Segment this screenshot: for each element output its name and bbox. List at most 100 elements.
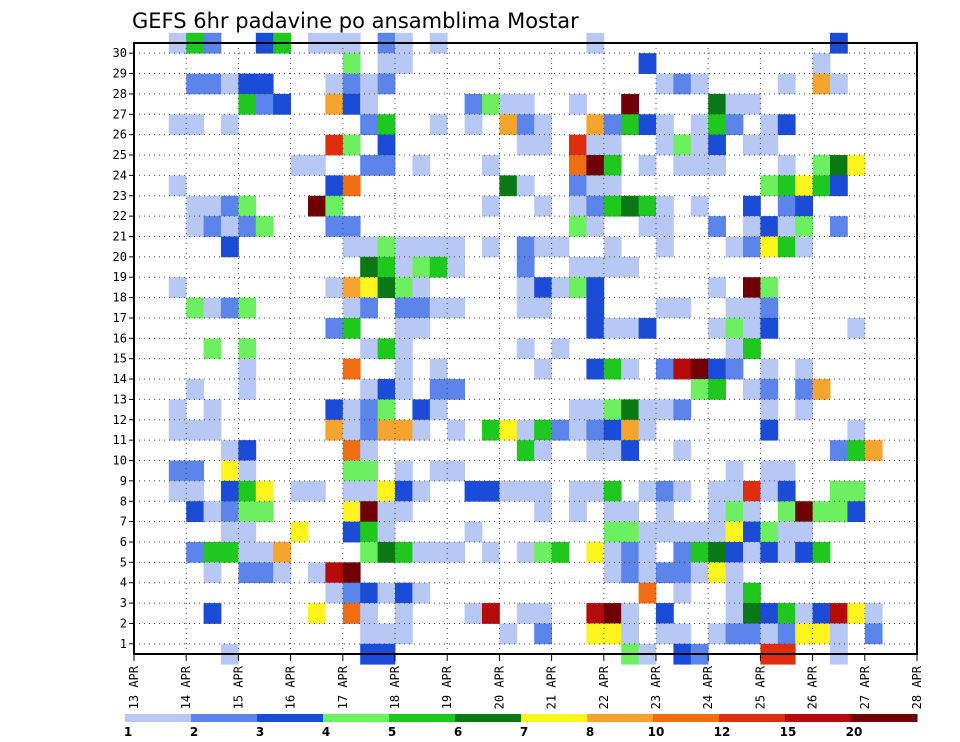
heatmap-cell [586,480,605,502]
plot-frame [133,42,918,655]
heatmap-cell [395,582,413,604]
heatmap-cell [603,501,622,523]
heatmap-cell [168,480,187,502]
heatmap-cell [569,93,587,115]
heatmap-cell [777,623,796,645]
heatmap-cell [221,460,239,482]
heatmap-cell [621,562,639,584]
heatmap-cell [586,216,605,237]
heatmap-cell [760,175,779,197]
heatmap-cell [725,358,744,380]
heatmap-cell [203,338,222,360]
heatmap-cell [603,155,622,176]
heatmap-cell [534,419,552,441]
heatmap-cell [690,155,709,176]
heatmap-cell [569,256,587,278]
heatmap-cell [360,501,378,523]
heatmap-cell [516,256,535,278]
heatmap-cell [621,399,639,421]
heatmap-cell [638,155,657,176]
heatmap-cell [325,175,344,197]
heatmap-cell [603,440,622,461]
heatmap-cell [673,155,692,176]
heatmap-cell [482,93,500,115]
heatmap-cell [325,317,344,339]
y-tick-label: 16 [113,331,127,345]
heatmap-cell [342,53,361,74]
heatmap-cell [812,623,831,645]
heatmap-cell [342,480,361,502]
heatmap-cell [586,317,605,339]
heatmap-cell [847,440,866,461]
heatmap-cell [673,297,692,319]
y-tick-label: 12 [113,413,127,427]
heatmap-cell [342,460,361,482]
colorbar-label: 6 [454,725,462,739]
heatmap-cell [621,419,639,441]
heatmap-cell [830,155,848,176]
heatmap-cell [186,195,204,217]
heatmap-cell [238,73,257,95]
heatmap-cell [516,93,535,115]
x-tick-label: 17 APR [336,665,350,709]
x-tick-label: 25 APR [753,665,767,709]
heatmap-cell [168,175,187,197]
heatmap-cell [221,480,239,502]
colorbar-label: 10 [648,725,665,739]
heatmap-cell [342,175,361,197]
heatmap-cell [203,603,222,624]
heatmap-cell [238,460,257,482]
heatmap-cell [377,379,396,400]
heatmap-cell [168,277,187,298]
heatmap-cell [168,114,187,136]
heatmap-cell [377,338,396,360]
heatmap-cell [395,379,413,400]
heatmap-cell [308,155,326,176]
heatmap-cell [238,541,257,563]
heatmap-cell [586,440,605,461]
heatmap-cell [360,155,378,176]
heatmap-cell [482,236,500,258]
heatmap-cell [377,399,396,421]
heatmap-cell [621,93,639,115]
heatmap-cell [830,216,848,237]
heatmap-cell [725,623,744,645]
heatmap-cell [534,440,552,461]
colorbar-label: 7 [520,725,528,739]
heatmap-cell [656,501,674,523]
heatmap-cell [429,256,448,278]
heatmap-cell [603,236,622,258]
heatmap-cell [603,175,622,197]
colorbar-swatch [587,714,654,722]
heatmap-cell [342,582,361,604]
heatmap-cell [516,603,535,624]
heatmap-cell [586,256,605,278]
heatmap-cell [482,195,500,217]
heatmap-cell [725,317,744,339]
heatmap-cell [621,195,639,217]
heatmap-cell [812,379,831,400]
heatmap-cell [638,480,657,502]
x-axis: 13 APR 14 APR 15 APR 16 APR 17 APR 18 APR 19 A… [127,654,924,709]
heatmap-cell [429,114,448,136]
heatmap-cell [325,134,344,156]
heatmap-cell [377,541,396,563]
heatmap-cell [795,358,813,380]
heatmap-cell [186,73,204,95]
heatmap-cell [638,541,657,563]
heatmap-cell [221,521,239,543]
heatmap-cell [186,460,204,482]
heatmap-cell [377,134,396,156]
heatmap-cell [360,603,378,624]
heatmap-cell [342,521,361,543]
heatmap-cell [342,562,361,584]
y-tick-label: 18 [113,291,127,305]
heatmap-cell [186,419,204,441]
heatmap-cell [586,277,605,298]
heatmap-cell [656,195,674,217]
y-tick-label: 14 [113,372,127,386]
heatmap-cell [830,175,848,197]
heatmap-cell [673,440,692,461]
heatmap-cell [516,297,535,319]
heatmap-cell [238,562,257,584]
